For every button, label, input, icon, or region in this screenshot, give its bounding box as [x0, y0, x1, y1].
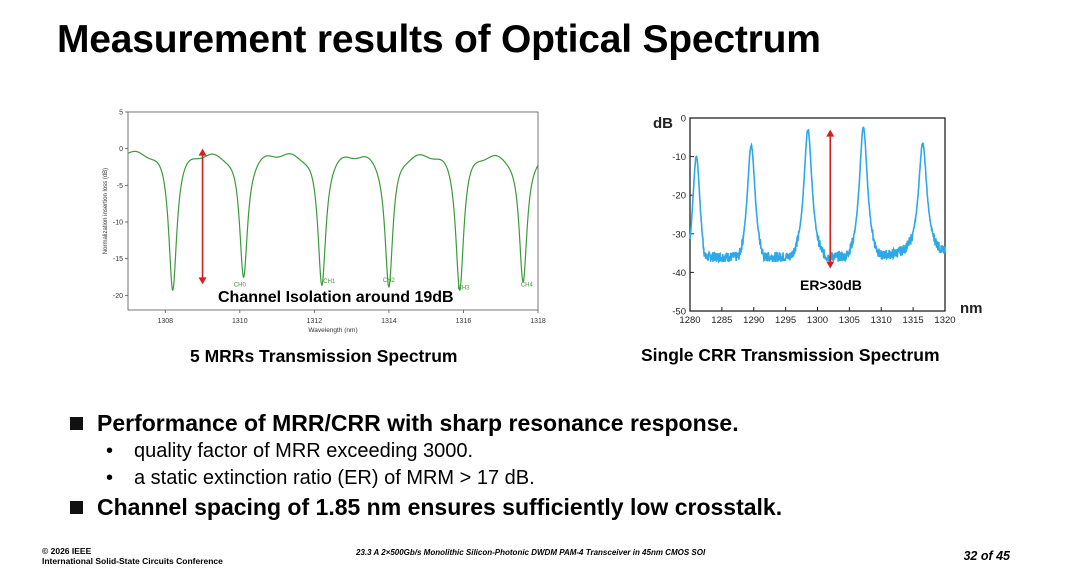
channel-label: CH2 — [383, 278, 396, 284]
bullet-list: Performance of MRR/CRR with sharp resona… — [68, 408, 1048, 522]
page-number: 32 of 45 — [963, 549, 1010, 563]
y-tick-label: -15 — [113, 256, 123, 263]
page-title: Measurement results of Optical Spectrum — [57, 18, 821, 61]
mrr-series-line — [127, 150, 539, 292]
x-axis-label: nm — [960, 300, 983, 317]
x-tick-label: 1318 — [530, 318, 546, 325]
bullet-text: Channel spacing of 1.85 nm ensures suffi… — [97, 494, 783, 520]
crr-chart-caption: Single CRR Transmission Spectrum — [641, 345, 940, 365]
x-tick-label: 1295 — [775, 315, 796, 326]
y-tick-label: -40 — [672, 268, 686, 279]
isolation-arrowhead-top — [198, 148, 207, 156]
x-tick-label: 1300 — [807, 315, 828, 326]
mrr-chart-caption: 5 MRRs Transmission Spectrum — [190, 346, 458, 366]
x-tick-label: 1305 — [839, 315, 860, 326]
bullet-sub: • a static extinction ratio (ER) of MRM >… — [68, 465, 1048, 492]
isolation-annotation: Channel Isolation around 19dB — [218, 289, 454, 306]
x-axis-label: Wavelength (nm) — [308, 327, 357, 334]
x-tick-label: 1320 — [934, 315, 955, 326]
square-bullet-icon — [70, 501, 83, 515]
channel-label: CH3 — [457, 285, 470, 291]
channel-label: CH0 — [234, 283, 247, 289]
x-tick-label: 1285 — [711, 315, 732, 326]
x-tick-label: 1310 — [232, 318, 248, 325]
crr-series-line — [689, 126, 946, 264]
bullet-text: Performance of MRR/CRR with sharp resona… — [97, 410, 739, 436]
conference-name: International Solid-State Circuits Confe… — [42, 556, 223, 566]
bullet-text: a static extinction ratio (ER) of MRM > … — [134, 467, 535, 489]
plot-frame — [127, 111, 539, 311]
x-tick-label: 1308 — [157, 318, 173, 325]
x-tick-label: 1315 — [903, 315, 924, 326]
x-tick-label: 1280 — [679, 315, 700, 326]
dot-bullet-icon: • — [106, 440, 114, 462]
y-axis-label: dB — [653, 115, 673, 132]
channel-label: CH4 — [521, 283, 534, 289]
er-arrowhead-top — [826, 129, 835, 137]
square-bullet-icon — [70, 417, 83, 431]
x-tick-label: 1310 — [871, 315, 892, 326]
dot-bullet-icon: • — [106, 467, 114, 489]
y-tick-label: -20 — [672, 191, 686, 202]
channel-label: CH1 — [323, 279, 336, 285]
y-tick-label: -30 — [672, 229, 686, 240]
footer-copyright: © 2026 IEEE International Solid-State Ci… — [42, 546, 223, 566]
y-tick-label: 0 — [119, 146, 123, 153]
y-tick-label: -10 — [672, 152, 686, 163]
isolation-arrowhead-bottom — [198, 277, 207, 285]
mrr-spectrum-chart: 5 0 -5 -10 -15 -20 1308 1310 1312 1314 1316 1318 Wav… — [103, 110, 546, 335]
y-tick-label: -5 — [117, 183, 123, 190]
er-arrowhead-bottom — [826, 261, 835, 269]
x-tick-label: 1290 — [743, 315, 764, 326]
copyright-text: © 2026 IEEE — [42, 546, 92, 556]
y-axis-label: Normalization insertion loss (dB) — [103, 168, 109, 254]
footer-paper-title: 23.3 A 2×500Gb/s Monolithic Silicon-Phot… — [356, 548, 706, 557]
x-tick-label: 1314 — [381, 318, 397, 325]
x-tick-label: 1312 — [307, 318, 323, 325]
y-tick-label: -20 — [113, 293, 123, 300]
bullet-sub: • quality factor of MRR exceeding 3000. — [68, 438, 1048, 465]
bullet-main: Channel spacing of 1.85 nm ensures suffi… — [68, 492, 1048, 522]
er-annotation: ER>30dB — [800, 277, 862, 293]
bullet-text: quality factor of MRR exceeding 3000. — [134, 440, 474, 462]
y-tick-label: -10 — [113, 220, 123, 227]
x-tick-label: 1316 — [456, 318, 472, 325]
bullet-main: Performance of MRR/CRR with sharp resona… — [68, 408, 1048, 438]
y-tick-label: 0 — [681, 114, 686, 125]
y-tick-label: 5 — [119, 110, 123, 117]
y-tick-label: -50 — [672, 307, 686, 318]
